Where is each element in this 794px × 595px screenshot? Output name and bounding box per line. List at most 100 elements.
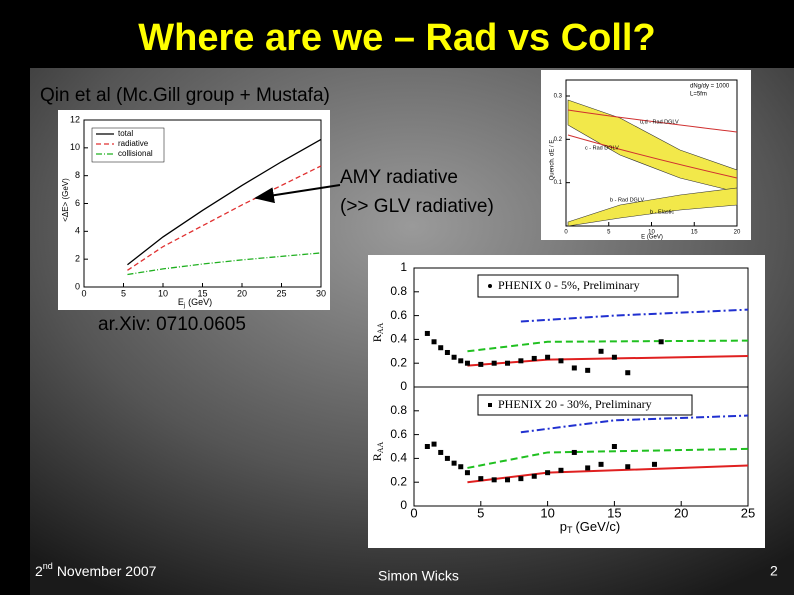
annotation-arrow	[254, 184, 341, 204]
data-point	[458, 358, 464, 364]
x-tick-label: 5	[121, 288, 126, 298]
legend-box	[477, 394, 693, 416]
data-point	[464, 470, 470, 476]
x-tick-label: 15	[197, 288, 207, 298]
data-point	[438, 345, 444, 351]
y-tick-label: 1	[400, 260, 407, 274]
data-point	[518, 358, 524, 364]
data-point	[451, 460, 457, 466]
data-point	[585, 465, 591, 471]
data-point	[658, 339, 664, 345]
label-main: p	[560, 519, 567, 534]
band-label: u,d - Rad DGLV	[640, 119, 679, 125]
label-sub: AA	[376, 322, 385, 334]
rad-curve	[567, 134, 738, 179]
y-axis-label: Quench. dE / E	[550, 140, 556, 181]
y-tick-label: 0.3	[554, 94, 563, 100]
y-tick-label: 0.4	[390, 332, 407, 346]
y-tick-label: 0.1	[554, 180, 563, 186]
x-tick-label: 5	[477, 505, 484, 520]
data-point	[625, 464, 631, 470]
x-axis-label: pT (GeV/c)	[560, 519, 621, 535]
bottom-band	[567, 187, 738, 227]
x-tick-label: 15	[607, 505, 621, 520]
data-point	[531, 355, 537, 361]
data-point	[611, 354, 617, 360]
data-point	[451, 354, 457, 360]
model-curve	[520, 308, 749, 323]
data-point	[491, 360, 497, 366]
legend-label: collisional	[118, 149, 153, 158]
footer-author: Simon Wicks	[378, 568, 459, 584]
legend-label: PHENIX 20 - 30%, Preliminary	[498, 397, 652, 411]
energy-loss-plot: 0 5 10 15 20 25 30 0 2 4 6 8 10 12 Ej (GeV) <ΔE> (GeV) to…	[58, 110, 330, 310]
data-point	[558, 358, 564, 364]
data-point	[505, 477, 511, 483]
data-point	[558, 467, 564, 473]
data-point	[431, 441, 437, 447]
y-tick-label: 0.8	[390, 284, 407, 298]
note: dNg/dy = 1000	[690, 84, 730, 90]
data-point	[545, 470, 551, 476]
bottom-panel-frame	[413, 386, 749, 507]
label-sub: T	[567, 525, 573, 535]
data-point	[518, 476, 524, 482]
y-tick-label: 0	[400, 498, 407, 512]
x-tick-label: 15	[691, 230, 698, 236]
rad-curve	[567, 109, 738, 133]
series-line	[127, 165, 322, 271]
data-point	[438, 449, 444, 455]
annotation-line: AMY radiative	[340, 167, 458, 188]
data-point	[478, 476, 484, 482]
x-tick-label: 10	[540, 505, 554, 520]
title-bar	[0, 0, 794, 68]
y-tick-label: 4	[75, 226, 80, 236]
date-suffix: nd	[43, 561, 53, 571]
y-tick-label: 0.6	[390, 308, 407, 322]
y-tick-label: 0.2	[390, 474, 407, 488]
x-tick-label: 20	[237, 288, 247, 298]
y-tick-label: 0.4	[390, 451, 407, 465]
x-tick-label: 20	[674, 505, 688, 520]
data-point	[431, 339, 437, 345]
legend-label: total	[118, 129, 133, 138]
y-tick-label: 0	[400, 379, 407, 393]
data-point	[611, 444, 617, 449]
legend-box	[91, 127, 165, 163]
y-tick-label: 10	[70, 142, 80, 152]
y-tick-label: 0	[75, 281, 80, 291]
band-label: b - Elastic	[650, 209, 674, 215]
subtitle: Qin et al (Mc.Gill group + Mustafa)	[40, 85, 330, 106]
data-point	[545, 354, 551, 360]
x-axis-label: Ej (GeV)	[178, 297, 212, 308]
y-tick-label: 12	[70, 114, 80, 124]
x-tick-label: 10	[648, 230, 655, 236]
legend-box	[477, 274, 679, 298]
date-day: 2	[35, 563, 43, 579]
data-point	[424, 330, 430, 336]
data-point	[625, 370, 631, 376]
data-point	[531, 473, 537, 479]
x-tick-label: 10	[158, 288, 168, 298]
data-point	[424, 444, 430, 449]
x-tick-label: 20	[734, 230, 741, 236]
annotation-line: (>> GLV radiative)	[340, 196, 494, 217]
x-tick-label: 0	[410, 505, 417, 520]
x-tick-label: 5	[607, 230, 611, 236]
band-label: c - Rad DGLV	[585, 145, 619, 151]
label-main: R	[370, 334, 384, 342]
data-point	[598, 348, 604, 354]
y-tick-label: 0.2	[390, 355, 407, 369]
legend-label: PHENIX 0 - 5%, Preliminary	[498, 278, 640, 292]
y-axis-label: RAA	[370, 322, 385, 342]
note: L=5fm	[690, 92, 707, 98]
label-sub: AA	[376, 441, 385, 453]
data-point	[651, 461, 657, 467]
y-tick-label: 0.2	[554, 137, 563, 143]
data-point	[491, 477, 497, 483]
footer-date: 2nd November 2007	[35, 561, 157, 578]
y-tick-label: 0.8	[390, 403, 407, 417]
